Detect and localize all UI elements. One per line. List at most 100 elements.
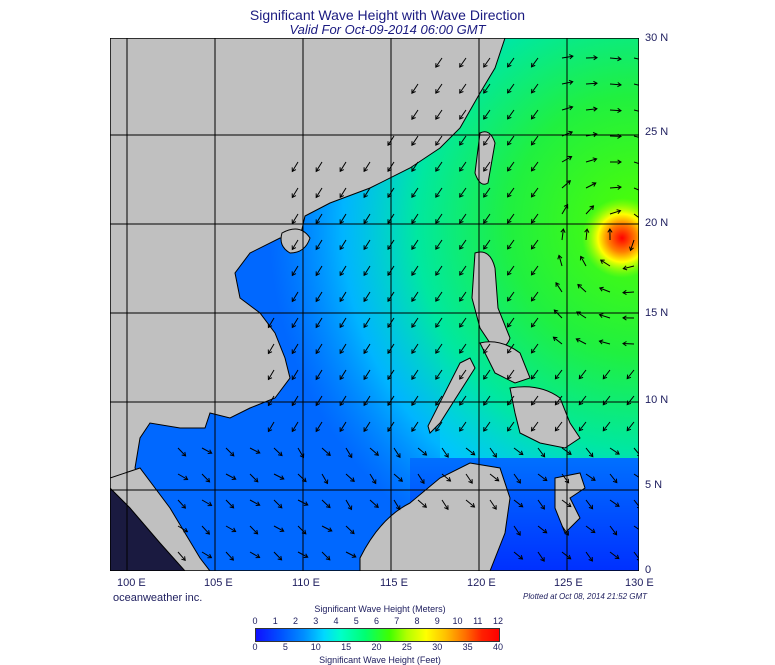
wave-arrow-head [617, 82, 622, 88]
wave-arrow-head [553, 309, 559, 315]
wave-arrow [483, 343, 491, 354]
wave-arrow-head [554, 400, 560, 406]
wave-arrow-head [363, 271, 368, 277]
wave-arrow [345, 499, 352, 510]
wave-arrow-head [622, 315, 627, 321]
wave-arrow [321, 499, 331, 508]
wave-arrow-head [507, 114, 512, 120]
wave-arrow-head [507, 244, 512, 250]
wave-arrow [465, 473, 473, 484]
wave-arrow-head [183, 527, 189, 533]
wave-arrow-head [564, 530, 569, 536]
wave-arrow-head [602, 374, 608, 380]
wave-arrow [585, 108, 597, 111]
wave-height-map [110, 38, 639, 571]
wave-arrow-head [387, 245, 392, 250]
wave-arrow [417, 499, 427, 508]
wave-arrow-head [435, 271, 440, 276]
wave-arrow [315, 291, 323, 302]
wave-arrow-head [435, 167, 440, 172]
wave-arrow-head [507, 218, 512, 224]
wave-arrow-head [459, 166, 464, 172]
wave-arrow-head [492, 452, 497, 458]
wave-arrow [561, 447, 572, 455]
wave-arrow [291, 265, 299, 276]
wave-arrow [507, 57, 515, 68]
wave-arrow-head [614, 554, 620, 560]
wave-arrow [411, 421, 419, 432]
wave-arrow-head [231, 475, 237, 480]
wave-arrow [561, 525, 569, 536]
wave-arrow-head [557, 254, 563, 260]
wave-arrow-head [277, 451, 283, 457]
wave-arrow [585, 525, 596, 534]
wave-arrow-head [607, 228, 613, 233]
wave-arrow-head [181, 451, 187, 457]
wave-arrow-head [530, 322, 536, 328]
wave-arrow [531, 135, 539, 146]
wave-arrow-head [396, 453, 401, 459]
wave-arrow-head [420, 479, 425, 485]
wave-arrow [297, 447, 304, 458]
wave-arrow-head [435, 323, 440, 328]
wave-arrow-head [530, 374, 536, 380]
wave-arrow [602, 421, 611, 432]
feet-tick: 15 [341, 642, 352, 652]
wave-arrow-head [602, 400, 608, 406]
wave-arrow-head [494, 476, 500, 482]
wave-arrow-head [291, 401, 297, 407]
wave-arrow [411, 395, 419, 406]
wave-arrow-head [540, 452, 546, 458]
wave-arrow-head [578, 426, 584, 432]
wave-arrow-head [315, 167, 321, 173]
wave-arrow [537, 447, 546, 458]
wave-arrow-head [435, 63, 440, 68]
wave-arrow [201, 525, 210, 535]
wave-arrow [626, 369, 635, 379]
wave-arrow-head [181, 504, 187, 509]
wave-arrow-head [315, 323, 321, 329]
wave-arrow [578, 395, 587, 406]
wave-arrow-head [598, 339, 604, 345]
lon-label-130e: 130 E [625, 577, 654, 589]
wave-arrow [561, 229, 564, 241]
wave-arrow-head [542, 476, 548, 482]
wave-arrow [483, 135, 491, 146]
meter-tick: 6 [373, 616, 380, 626]
wave-arrow [513, 499, 524, 508]
wave-arrow-head [339, 219, 345, 225]
wave-arrow-head [459, 296, 464, 302]
wave-arrow-head [339, 323, 345, 329]
wave-arrow [507, 421, 515, 432]
wave-arrow [483, 395, 491, 406]
wave-arrow-head [530, 88, 536, 94]
lon-label-115e: 115 E [380, 577, 408, 589]
wave-arrow-head [542, 528, 548, 534]
wave-arrow [633, 473, 639, 478]
wave-arrow [291, 369, 299, 380]
wave-arrow-head [181, 556, 186, 561]
wave-arrow-head [291, 271, 297, 277]
wave-arrow-head [267, 349, 273, 355]
wave-arrow [585, 133, 597, 137]
wave-arrow-head [588, 452, 594, 458]
wave-arrow [633, 447, 639, 455]
wave-arrow [633, 499, 639, 508]
wave-arrow-head [492, 505, 497, 510]
wave-arrow-head [568, 105, 574, 111]
wave-arrow [315, 187, 323, 198]
wave-arrow [537, 525, 548, 534]
wave-arrow-head [347, 453, 353, 459]
wave-arrow [369, 499, 379, 508]
wave-arrow-head [507, 426, 512, 432]
wave-arrow [225, 525, 236, 532]
wave-arrow-head [411, 219, 416, 224]
feet-tick: 30 [432, 642, 443, 652]
wave-arrow [531, 109, 539, 120]
wave-arrow [273, 525, 284, 532]
wave-arrow-head [363, 193, 368, 199]
wave-arrow [459, 135, 467, 146]
wave-arrow [339, 421, 347, 432]
wave-arrow [177, 447, 186, 457]
wave-arrow-head [483, 88, 488, 94]
